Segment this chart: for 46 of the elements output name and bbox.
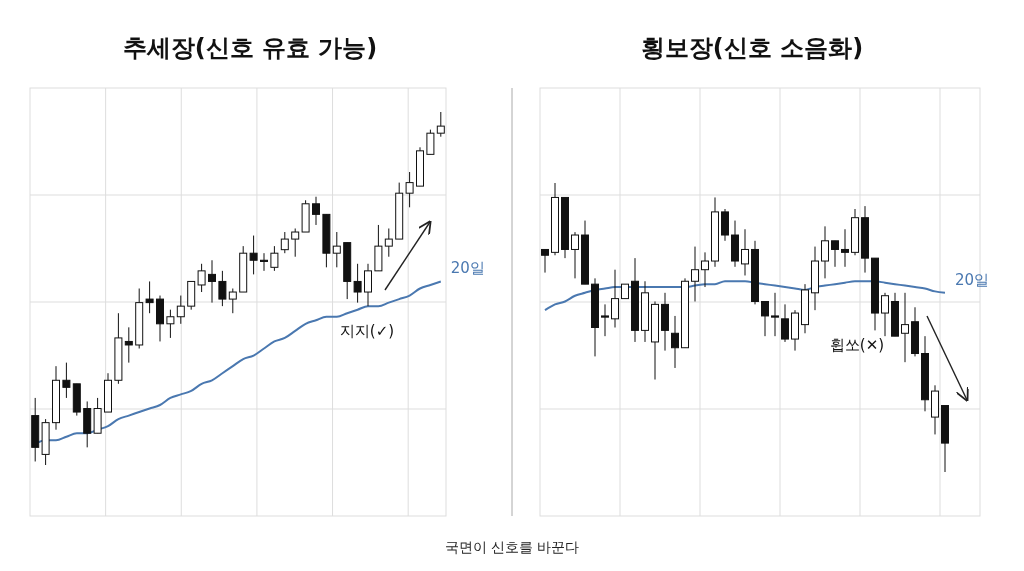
candlestick: [691, 246, 699, 302]
candlestick: [771, 292, 779, 337]
candlestick: [218, 270, 227, 307]
candlestick: [671, 315, 679, 369]
candlestick: [426, 129, 435, 155]
candlestick: [124, 326, 133, 364]
candlestick: [721, 208, 729, 242]
candlestick: [405, 171, 414, 208]
candlestick: [280, 231, 289, 254]
candlestick: [541, 248, 549, 274]
candlestick: [701, 251, 709, 288]
annotation: 휩쏘(✕): [829, 336, 885, 354]
candlestick: [291, 227, 300, 258]
chart-title: 추세장(신호 유효 가능): [122, 34, 378, 62]
candlestick: [781, 303, 789, 343]
candlestick: [62, 362, 71, 399]
candlestick: [364, 263, 372, 307]
candlestick: [831, 240, 839, 268]
candlestick: [228, 288, 237, 314]
candlestick: [384, 227, 393, 258]
annotation: 지지(✓): [339, 322, 395, 340]
candlestick: [249, 235, 258, 275]
candlestick: [312, 196, 320, 226]
chart-title: 횡보장(신호 소음화): [640, 34, 864, 62]
candlestick: [208, 259, 216, 304]
candlestick: [761, 300, 769, 337]
candlestick: [741, 228, 749, 276]
candlestick: [436, 111, 445, 138]
candlestick: [841, 228, 849, 268]
candlestick: [145, 280, 154, 314]
candlestick: [270, 245, 279, 272]
text: 국면이 신호를 바꾼다: [444, 539, 580, 555]
series-label: 20일: [955, 270, 990, 289]
candlestick: [197, 263, 206, 293]
candlestick: [601, 303, 609, 337]
candlestick: [166, 309, 175, 339]
candlestick: [332, 231, 341, 268]
candlestick: [571, 231, 579, 279]
candlestick: [901, 292, 909, 363]
candlestick: [260, 252, 268, 272]
candlestick: [881, 292, 889, 337]
series-label: 20일: [450, 259, 485, 278]
candlestick: [353, 263, 362, 304]
candlestick: [611, 269, 619, 328]
candlestick: [176, 295, 185, 325]
candlestick: [821, 225, 829, 279]
